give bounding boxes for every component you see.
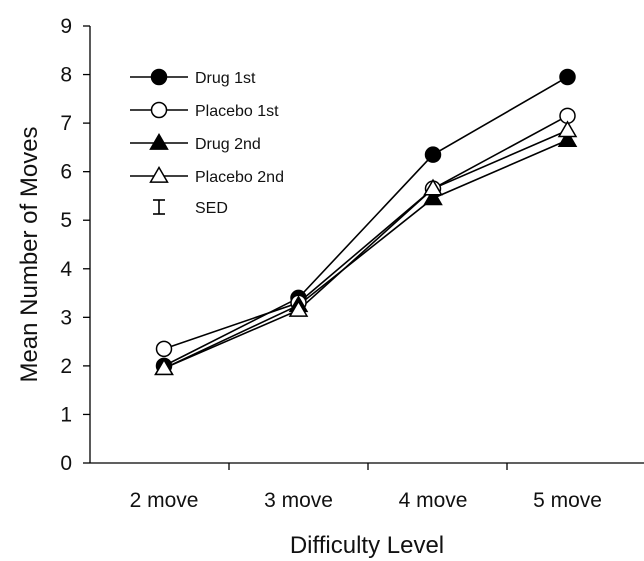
legend-marker-drug-1st: [150, 68, 168, 86]
y-ticks: 0 1 2 3 4 5 6 7 8 9: [60, 15, 90, 475]
series-markers: [154, 68, 578, 376]
y-tick-label: 2: [60, 355, 72, 378]
data-point-placebo-2nd: [557, 120, 578, 138]
series-line-drug-1st: [163, 76, 568, 367]
legend-marker-placebo-2nd: [149, 166, 169, 183]
y-tick-label: 8: [60, 64, 72, 87]
legend-marker-placebo-1st: [150, 101, 168, 119]
y-tick-label: 5: [60, 209, 72, 232]
data-point-placebo-2nd: [423, 178, 443, 196]
data-point-drug-1st: [559, 68, 576, 86]
x-tick-label: 5 move: [533, 489, 602, 512]
legend: Drug 1st Placebo 1st Drug 2nd Placebo 2nd SE…: [130, 68, 284, 217]
y-tick-label: 4: [60, 258, 72, 281]
y-axis-title: Mean Number of Moves: [16, 126, 43, 382]
x-tick-label: 2 move: [130, 489, 199, 512]
y-tick-label: 1: [60, 403, 72, 426]
x-tick-label: 3 move: [264, 489, 333, 512]
x-axis-title: Difficulty Level: [290, 532, 444, 559]
y-tick-label: 9: [60, 15, 72, 38]
legend-label-sed: SED: [195, 200, 228, 217]
data-point-drug-1st: [424, 146, 442, 163]
y-tick-label: 7: [60, 112, 72, 135]
x-tick-label: 4 move: [399, 489, 468, 512]
series-line-placebo-1st: [163, 115, 568, 350]
series-lines: [163, 76, 568, 370]
data-point-drug-2nd: [557, 130, 578, 147]
y-tick-label: 3: [60, 306, 72, 329]
data-point-placebo-2nd: [154, 358, 174, 376]
legend-label-placebo-2nd: Placebo 2nd: [195, 169, 284, 186]
axes: [89, 26, 644, 464]
series-line-drug-2nd: [163, 139, 568, 370]
data-point-placebo-2nd: [288, 300, 309, 317]
y-tick-label: 0: [60, 452, 72, 475]
legend-label-drug-1st: Drug 1st: [195, 70, 256, 87]
x-ticks: 2 move 3 move 4 move 5 move: [130, 463, 602, 512]
legend-label-placebo-1st: Placebo 1st: [195, 103, 279, 120]
legend-marker-drug-2nd: [149, 133, 169, 150]
y-tick-label: 6: [60, 161, 72, 184]
data-point-drug-2nd: [423, 188, 443, 206]
data-point-placebo-1st: [155, 340, 173, 358]
series-line-placebo-2nd: [163, 129, 568, 370]
legend-label-drug-2nd: Drug 2nd: [195, 136, 261, 153]
